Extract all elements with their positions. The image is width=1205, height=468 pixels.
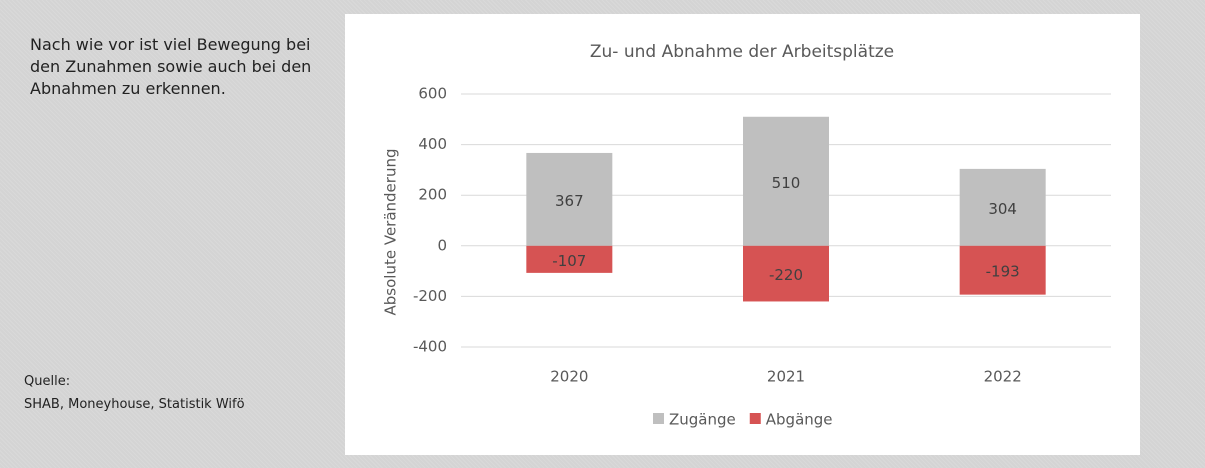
y-tick-label: -400 — [413, 338, 447, 356]
y-tick-label: 400 — [418, 135, 447, 153]
legend-swatch — [653, 413, 664, 424]
bar — [743, 245, 829, 302]
intro-text: Nach wie vor ist viel Bewegung bei den Z… — [30, 35, 312, 98]
chart-title: Zu- und Abnahme der Arbeitsplätze — [590, 42, 894, 62]
source-text: SHAB, Moneyhouse, Statistik Wifö — [24, 397, 245, 412]
bar — [959, 168, 1046, 246]
y-tick-label: -200 — [413, 287, 447, 305]
data-label: -193 — [986, 263, 1020, 281]
legend-swatch — [749, 413, 761, 424]
bar — [959, 245, 1046, 295]
y-tick-label: 0 — [437, 236, 447, 254]
bar — [526, 245, 613, 273]
y-tick-label: 600 — [418, 85, 447, 103]
bar — [526, 152, 613, 246]
source-heading: Quelle: — [24, 374, 71, 389]
x-tick-label: 2020 — [550, 368, 588, 386]
chart: Zu- und Abnahme der Arbeitsplätze Absolu… — [345, 14, 1140, 455]
data-label: -220 — [769, 266, 803, 284]
x-tick-label: 2021 — [767, 368, 805, 386]
data-label: -107 — [552, 252, 586, 270]
x-tick-label: 2022 — [984, 368, 1022, 386]
y-axis-label: Absolute Veränderung — [382, 149, 400, 316]
y-tick-label: 200 — [418, 186, 447, 204]
bar — [743, 116, 829, 246]
legend-label: Abgänge — [766, 411, 833, 429]
data-label: 367 — [555, 192, 584, 210]
data-label: 510 — [772, 174, 801, 192]
legend-label: Zugänge — [669, 411, 736, 429]
data-label: 304 — [988, 200, 1017, 218]
